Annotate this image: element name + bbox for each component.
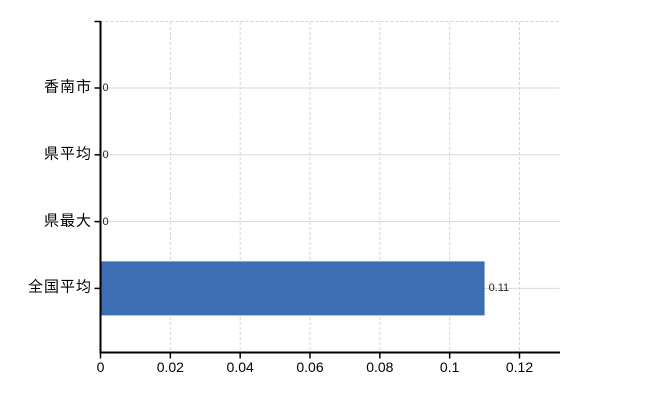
bar xyxy=(101,261,485,316)
x-axis-tick-label: 0.06 xyxy=(296,359,324,375)
value-label: 0 xyxy=(102,215,109,228)
x-axis-tick-label: 0.02 xyxy=(156,359,184,375)
category-label: 県平均 xyxy=(43,145,92,163)
x-axis-tick-label: 0.08 xyxy=(366,359,394,375)
x-axis-tick-label: 0.1 xyxy=(439,359,460,375)
x-axis-tick-label: 0 xyxy=(96,359,105,375)
x-axis-tick-label: 0.04 xyxy=(226,359,254,375)
x-axis-tick-label: 0.12 xyxy=(505,359,534,375)
category-label: 県最大 xyxy=(43,212,92,230)
category-label: 香南市 xyxy=(43,78,92,96)
category-label: 全国平均 xyxy=(27,278,92,296)
value-label: 0 xyxy=(102,148,109,161)
value-label: 0.11 xyxy=(488,282,510,295)
value-label: 0 xyxy=(102,81,109,94)
